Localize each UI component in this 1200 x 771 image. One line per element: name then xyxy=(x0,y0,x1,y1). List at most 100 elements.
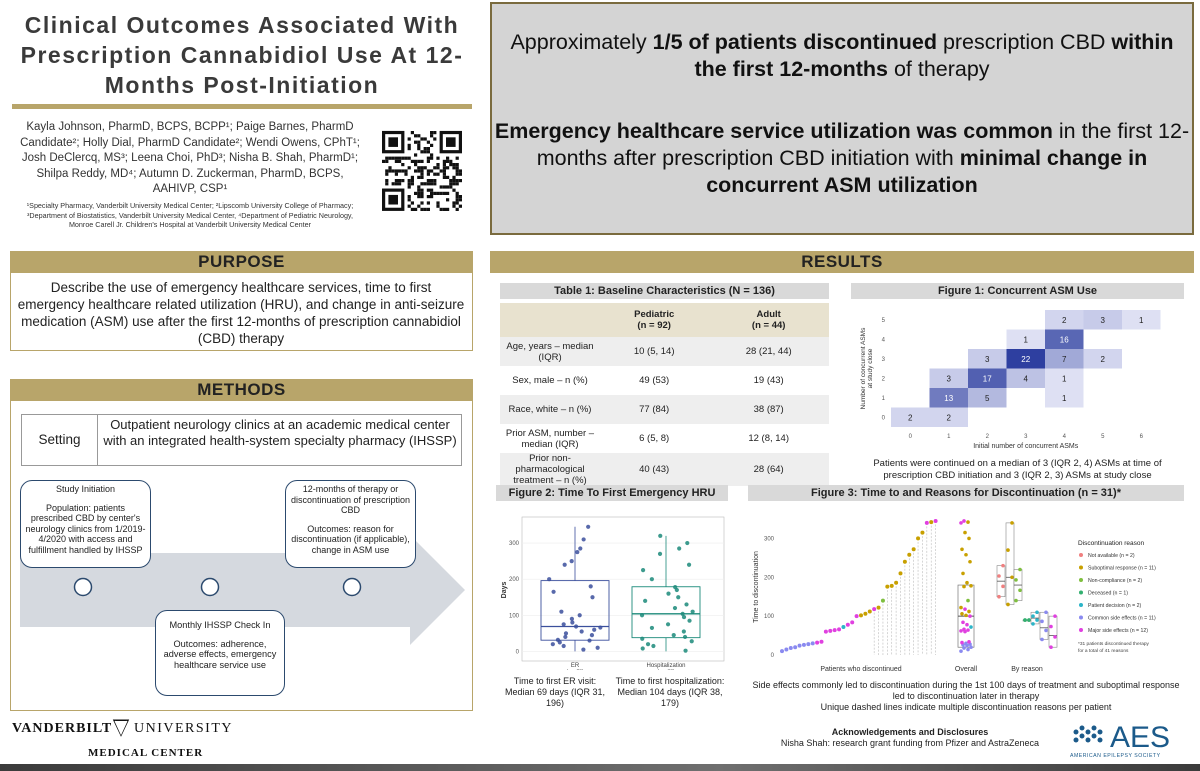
data-point xyxy=(577,613,582,618)
data-point xyxy=(598,625,603,630)
y-axis-label: Days xyxy=(501,582,508,599)
overall-point xyxy=(965,622,969,627)
legend-entry: Deceased (n = 1) xyxy=(1088,591,1128,597)
legend-entry: Not available (n = 2) xyxy=(1088,553,1135,559)
heatmap-cell-label: 5 xyxy=(985,394,990,403)
data-point xyxy=(640,568,646,573)
heatmap-cell-label: 7 xyxy=(1062,355,1067,364)
timeline-node-1 xyxy=(73,577,93,597)
overall-point xyxy=(969,625,973,629)
table1-title: Table 1: Baseline Characteristics (N = 1… xyxy=(500,283,829,299)
overall-point xyxy=(959,649,963,653)
figure2-boxplot: 0 100 200 300 Days ER(n = 29) Hospitalization(… xyxy=(501,516,725,670)
heatmap-cell-label: 1 xyxy=(1062,374,1067,383)
overall-point xyxy=(967,639,971,644)
patient-point xyxy=(885,584,890,589)
table-row: Age, years – median (IQR) 10 (5, 14) 28 (2… xyxy=(500,337,829,366)
timeline-node-3 xyxy=(342,577,362,597)
setting-label: Setting xyxy=(22,415,98,465)
reason-point xyxy=(1040,637,1044,642)
heatmap-cell-label: 2 xyxy=(1062,316,1067,325)
overall-point xyxy=(968,559,972,564)
acknowledgements-title: Acknowledgements and Disclosures xyxy=(831,727,989,737)
data-point xyxy=(579,629,584,634)
figure2-title: Figure 2: Time To First Emergency HRU xyxy=(496,485,728,501)
heatmap-cell xyxy=(1045,388,1084,408)
data-point xyxy=(547,577,552,582)
heatmap-cell xyxy=(1045,368,1084,388)
heatmap-cell-label: 4 xyxy=(1024,374,1029,383)
y-tick-label: 5 xyxy=(882,318,886,324)
heatmap-cell-label: 22 xyxy=(1021,355,1030,364)
data-point xyxy=(645,642,651,647)
overall-point xyxy=(960,547,964,552)
figure3-caption: Side effects commonly led to discontinua… xyxy=(752,680,1180,712)
heatmap-cell-label: 1 xyxy=(1062,394,1067,403)
x-tick-label: 6 xyxy=(1140,434,1144,440)
data-point xyxy=(640,636,645,641)
data-point xyxy=(681,629,686,634)
y-tick-label: 0 xyxy=(771,653,775,659)
poster-title: Clinical Outcomes Associated With Prescr… xyxy=(20,12,464,98)
patient-point xyxy=(828,628,833,633)
data-point xyxy=(690,609,695,614)
heatmap-cell-label: 13 xyxy=(944,394,953,403)
vu-university: UNIVERSITY xyxy=(134,721,232,736)
overall-point xyxy=(959,629,963,633)
data-point xyxy=(639,613,645,618)
patient-point xyxy=(837,627,842,632)
reason-point xyxy=(1031,614,1035,618)
vu-mark-icon xyxy=(111,718,131,740)
overall-point xyxy=(962,519,966,523)
patient-point xyxy=(920,530,925,535)
reason-point xyxy=(1044,610,1048,615)
data-point xyxy=(680,611,685,616)
reason-point xyxy=(1031,622,1035,626)
x-axis-label: Initial number of concurrent ASMs xyxy=(973,443,1079,450)
data-point xyxy=(672,605,678,611)
aes-logo: AES AMERICAN EPILEPSY SOCIETY xyxy=(1070,721,1170,759)
y-tick-label: 100 xyxy=(764,614,775,620)
timeline-node-2 xyxy=(200,577,220,597)
heatmap-cell xyxy=(1045,329,1084,349)
data-point xyxy=(563,631,569,636)
figure2-caption-hospitalization: Time to first hospitalization: Median 10… xyxy=(615,676,725,708)
data-point xyxy=(573,624,579,629)
qr-code-icon[interactable] xyxy=(382,129,462,213)
data-point xyxy=(561,643,566,649)
data-point xyxy=(586,524,591,529)
overall-point xyxy=(962,646,966,650)
purpose-section xyxy=(10,273,473,351)
heatmap-cell xyxy=(929,368,968,388)
patient-point xyxy=(823,629,828,634)
key-finding-2: Emergency healthcare service utilization… xyxy=(494,119,1190,197)
figure3-scatter: 0 100 200 300 Time to discontinuation Patient… xyxy=(753,518,1156,673)
vu-name: VANDERBILT xyxy=(12,721,112,736)
heatmap-cell xyxy=(1122,310,1161,330)
legend-marker xyxy=(1079,603,1083,607)
patient-point xyxy=(880,598,885,603)
patient-point xyxy=(806,642,811,647)
heatmap-cell xyxy=(968,349,1007,369)
reason-point xyxy=(997,574,1001,578)
patient-point xyxy=(854,614,859,619)
patient-point xyxy=(797,643,802,648)
legend-footnote: for a total of 41 reasons xyxy=(1078,648,1129,654)
reason-box xyxy=(1005,522,1015,605)
timeline-study-initiation: Study Initiation Population: patients pr… xyxy=(20,480,151,568)
data-point xyxy=(643,598,648,603)
data-point xyxy=(685,540,690,546)
overall-point xyxy=(967,536,971,541)
figure1-title: Figure 1: Concurrent ASM Use xyxy=(851,283,1184,299)
figure2-caption-er: Time to first ER visit: Median 69 days (… xyxy=(504,676,606,708)
y-tick-label: 2 xyxy=(882,376,886,382)
reason-point xyxy=(1006,548,1010,552)
patient-point xyxy=(898,571,903,576)
heatmap-cell xyxy=(1006,368,1045,388)
data-point xyxy=(658,533,663,538)
heatmap-cell xyxy=(1083,349,1122,369)
x-tick-sublabel: (n = 30) xyxy=(657,669,675,670)
x-tick-sublabel: (n = 29) xyxy=(566,669,584,670)
legend-entry: Non-compliance (n = 2) xyxy=(1088,578,1142,584)
legend-marker xyxy=(1079,553,1083,557)
